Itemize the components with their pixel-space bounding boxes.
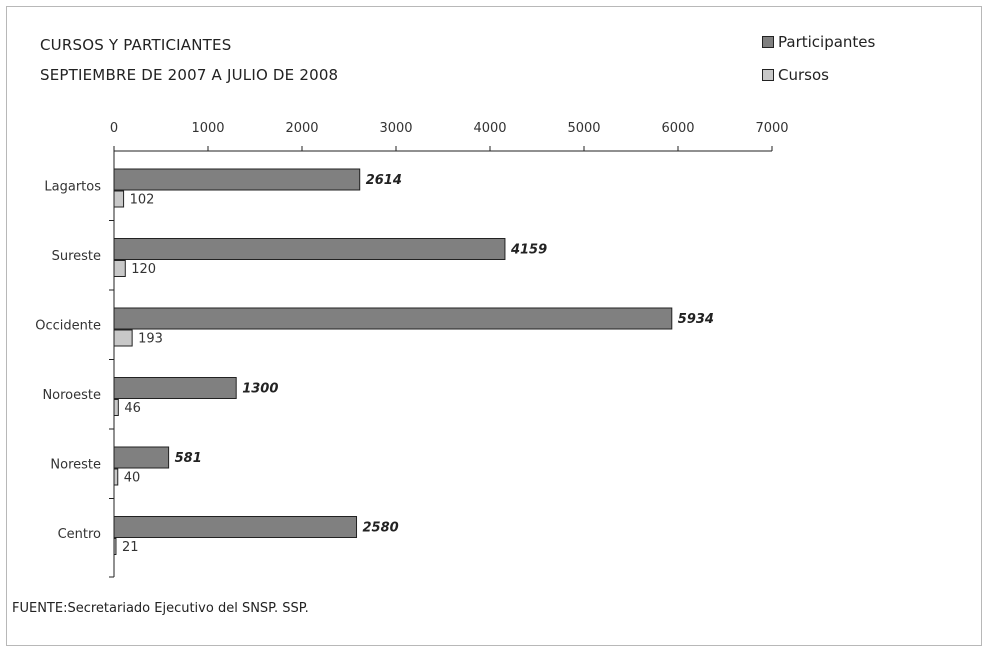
bar-participantes	[113, 516, 358, 538]
data-label-cursos: 40	[124, 471, 141, 486]
source-note: FUENTE:Secretariado Ejecutivo del SNSP. …	[12, 601, 309, 616]
category-label: Noroeste	[42, 388, 101, 403]
bar-participantes	[113, 446, 170, 469]
bar-cursos	[113, 399, 119, 416]
bar-cursos	[113, 468, 119, 486]
bar-chart: 0 1000 2000 3000 4000 5000 6000 7000 Lagartos 261…	[35, 121, 789, 578]
chart-title: CURSOS Y PARTICIANTES	[40, 36, 232, 54]
x-tick-label: 7000	[755, 121, 788, 136]
legend-item-cursos: Cursos	[762, 66, 829, 84]
bar-participantes	[113, 307, 673, 330]
bar-cursos	[113, 190, 125, 208]
chart-subtitle: SEPTIEMBRE DE 2007 A JULIO DE 2008	[40, 66, 339, 84]
data-label-cursos: 21	[122, 540, 139, 555]
category-label: Sureste	[52, 249, 101, 264]
x-tick-label: 3000	[379, 121, 412, 136]
data-label-cursos: 102	[130, 193, 155, 208]
legend-item-participantes: Participantes	[762, 33, 875, 51]
data-label-cursos: 193	[138, 332, 163, 347]
data-label-participantes: 4159	[510, 243, 547, 258]
data-label-participantes: 1300	[242, 382, 278, 397]
data-label-cursos: 120	[131, 262, 156, 277]
bar-cursos	[113, 329, 133, 347]
x-tick-label: 2000	[285, 121, 318, 136]
x-tick-label: 6000	[661, 121, 694, 136]
data-label-participantes: 2614	[366, 173, 402, 188]
legend-swatch-cursos	[762, 69, 774, 81]
legend-swatch-participantes	[762, 36, 774, 48]
bar-cursos	[113, 260, 126, 277]
bar-participantes	[113, 238, 506, 260]
data-label-participantes: 5934	[678, 312, 714, 327]
category-label: Occidente	[35, 318, 101, 333]
x-tick-label: 1000	[191, 121, 224, 136]
x-tick-label: 5000	[567, 121, 600, 136]
data-label-participantes: 2580	[363, 521, 399, 536]
category-label: Noreste	[50, 457, 101, 472]
legend-label-cursos: Cursos	[778, 66, 829, 84]
x-tick-label: 4000	[473, 121, 506, 136]
data-label-participantes: 581	[175, 451, 202, 466]
category-label: Centro	[58, 527, 101, 542]
bar-participantes	[113, 168, 361, 191]
x-tick-label: 0	[110, 121, 118, 136]
bar-participantes	[113, 377, 237, 399]
legend-label-participantes: Participantes	[778, 33, 876, 51]
bar-cursos	[113, 538, 117, 555]
category-label: Lagartos	[44, 179, 101, 194]
data-label-cursos: 46	[124, 401, 141, 416]
